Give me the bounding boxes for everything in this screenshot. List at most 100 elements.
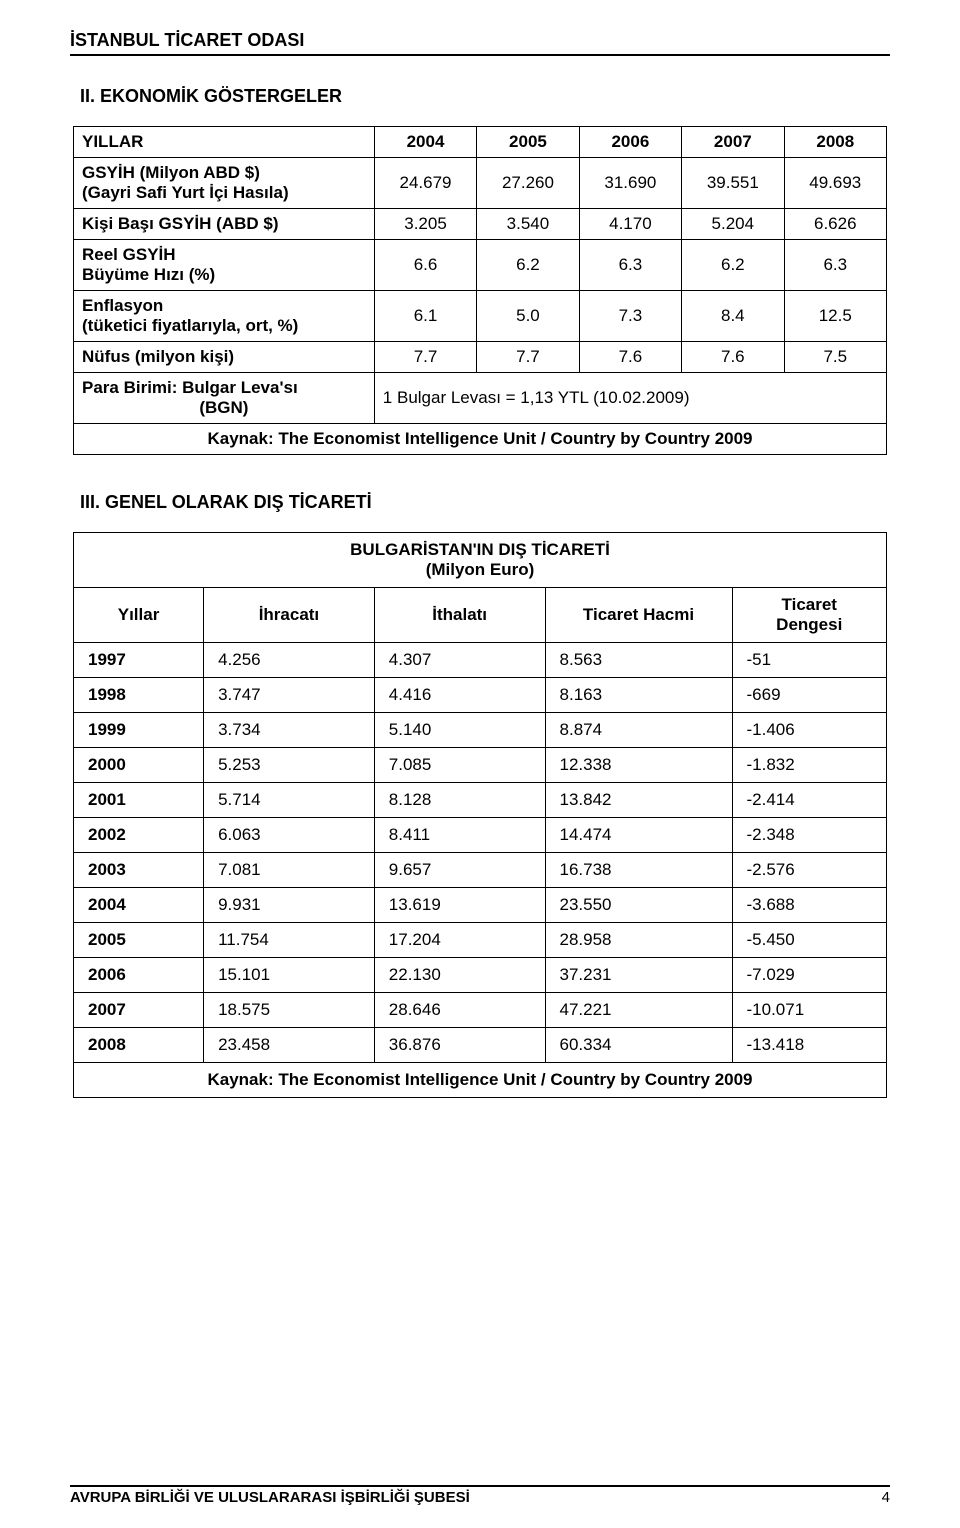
trade-value-cell: 5.140 xyxy=(374,713,545,748)
trade-value-cell: 14.474 xyxy=(545,818,732,853)
trade-value-cell: -7.029 xyxy=(732,958,887,993)
trade-year-cell: 2001 xyxy=(74,783,204,818)
table2-source: Kaynak: The Economist Intelligence Unit … xyxy=(74,1063,887,1098)
trade-value-cell: 28.646 xyxy=(374,993,545,1028)
trade-value-cell: 13.842 xyxy=(545,783,732,818)
trade-value-cell: 4.416 xyxy=(374,678,545,713)
trade-value-cell: -10.071 xyxy=(732,993,887,1028)
trade-year-cell: 1999 xyxy=(74,713,204,748)
trade-year-cell: 2000 xyxy=(74,748,204,783)
trade-value-cell: -51 xyxy=(732,643,887,678)
page-footer: AVRUPA BİRLİĞİ VE ULUSLARARASI İŞBİRLİĞİ… xyxy=(70,1485,890,1506)
trade-value-cell: 23.458 xyxy=(204,1028,375,1063)
trade-value-cell: 8.163 xyxy=(545,678,732,713)
value-cell: 39.551 xyxy=(682,158,784,209)
currency-note: 1 Bulgar Levası = 1,13 YTL (10.02.2009) xyxy=(374,373,886,424)
value-cell: 3.205 xyxy=(374,209,476,240)
trade-value-cell: 17.204 xyxy=(374,923,545,958)
value-cell: 49.693 xyxy=(784,158,886,209)
trade-col-header: İhracatı xyxy=(204,588,375,643)
year-header: 2008 xyxy=(784,127,886,158)
trade-value-cell: 13.619 xyxy=(374,888,545,923)
trade-value-cell: 60.334 xyxy=(545,1028,732,1063)
value-cell: 7.7 xyxy=(374,342,476,373)
value-cell: 27.260 xyxy=(477,158,579,209)
year-header: 2004 xyxy=(374,127,476,158)
value-cell: 31.690 xyxy=(579,158,681,209)
trade-table-title: BULGARİSTAN'IN DIŞ TİCARETİ(Milyon Euro) xyxy=(74,533,887,588)
currency-label: Para Birimi: Bulgar Leva'sı(BGN) xyxy=(74,373,375,424)
value-cell: 7.3 xyxy=(579,291,681,342)
row-label: Enflasyon(tüketici fiyatlarıyla, ort, %) xyxy=(74,291,375,342)
trade-value-cell: 47.221 xyxy=(545,993,732,1028)
trade-value-cell: 8.563 xyxy=(545,643,732,678)
trade-value-cell: 12.338 xyxy=(545,748,732,783)
trade-value-cell: 9.657 xyxy=(374,853,545,888)
trade-value-cell: 3.747 xyxy=(204,678,375,713)
row-label: GSYİH (Milyon ABD $)(Gayri Safi Yurt İçi… xyxy=(74,158,375,209)
year-header: 2006 xyxy=(579,127,681,158)
trade-year-cell: 2005 xyxy=(74,923,204,958)
value-cell: 6.626 xyxy=(784,209,886,240)
trade-value-cell: 7.085 xyxy=(374,748,545,783)
year-header: 2007 xyxy=(682,127,784,158)
trade-value-cell: 8.874 xyxy=(545,713,732,748)
footer-unit: AVRUPA BİRLİĞİ VE ULUSLARARASI İŞBİRLİĞİ… xyxy=(70,1489,470,1506)
value-cell: 6.3 xyxy=(579,240,681,291)
value-cell: 24.679 xyxy=(374,158,476,209)
trade-value-cell: 8.128 xyxy=(374,783,545,818)
trade-year-cell: 2002 xyxy=(74,818,204,853)
trade-year-cell: 1998 xyxy=(74,678,204,713)
trade-value-cell: 16.738 xyxy=(545,853,732,888)
trade-year-cell: 2008 xyxy=(74,1028,204,1063)
trade-value-cell: 4.307 xyxy=(374,643,545,678)
section3-title: III. GENEL OLARAK DIŞ TİCARETİ xyxy=(80,492,890,513)
trade-value-cell: -1.832 xyxy=(732,748,887,783)
table1-source: Kaynak: The Economist Intelligence Unit … xyxy=(74,424,887,455)
trade-value-cell: 3.734 xyxy=(204,713,375,748)
trade-year-cell: 2004 xyxy=(74,888,204,923)
trade-value-cell: 5.253 xyxy=(204,748,375,783)
value-cell: 5.0 xyxy=(477,291,579,342)
trade-col-header: TicaretDengesi xyxy=(732,588,887,643)
trade-value-cell: 23.550 xyxy=(545,888,732,923)
trade-value-cell: 36.876 xyxy=(374,1028,545,1063)
value-cell: 3.540 xyxy=(477,209,579,240)
value-cell: 6.6 xyxy=(374,240,476,291)
economic-table-wrap: YILLAR20042005200620072008 GSYİH (Milyon … xyxy=(70,123,890,458)
foreign-trade-table: BULGARİSTAN'IN DIŞ TİCARETİ(Milyon Euro)… xyxy=(73,532,887,1098)
year-header: 2005 xyxy=(477,127,579,158)
trade-year-cell: 2006 xyxy=(74,958,204,993)
value-cell: 4.170 xyxy=(579,209,681,240)
trade-table-wrap: BULGARİSTAN'IN DIŞ TİCARETİ(Milyon Euro)… xyxy=(70,529,890,1101)
trade-year-cell: 2003 xyxy=(74,853,204,888)
row-label: Nüfus (milyon kişi) xyxy=(74,342,375,373)
header-org: İSTANBUL TİCARET ODASI xyxy=(70,30,890,56)
trade-value-cell: 6.063 xyxy=(204,818,375,853)
trade-value-cell: 7.081 xyxy=(204,853,375,888)
trade-year-cell: 1997 xyxy=(74,643,204,678)
trade-value-cell: -5.450 xyxy=(732,923,887,958)
yillar-label: YILLAR xyxy=(74,127,375,158)
trade-value-cell: -669 xyxy=(732,678,887,713)
page-number: 4 xyxy=(882,1489,890,1506)
value-cell: 6.2 xyxy=(682,240,784,291)
trade-value-cell: -3.688 xyxy=(732,888,887,923)
value-cell: 7.5 xyxy=(784,342,886,373)
value-cell: 8.4 xyxy=(682,291,784,342)
value-cell: 6.2 xyxy=(477,240,579,291)
economic-indicators-table: YILLAR20042005200620072008 GSYİH (Milyon … xyxy=(73,126,887,455)
trade-value-cell: -2.348 xyxy=(732,818,887,853)
section2-title: II. EKONOMİK GÖSTERGELER xyxy=(80,86,890,107)
trade-col-header: Yıllar xyxy=(74,588,204,643)
value-cell: 6.1 xyxy=(374,291,476,342)
value-cell: 7.6 xyxy=(579,342,681,373)
trade-value-cell: 22.130 xyxy=(374,958,545,993)
trade-value-cell: 37.231 xyxy=(545,958,732,993)
trade-value-cell: -2.414 xyxy=(732,783,887,818)
trade-value-cell: -13.418 xyxy=(732,1028,887,1063)
trade-col-header: İthalatı xyxy=(374,588,545,643)
trade-value-cell: 9.931 xyxy=(204,888,375,923)
trade-value-cell: 18.575 xyxy=(204,993,375,1028)
trade-value-cell: 8.411 xyxy=(374,818,545,853)
